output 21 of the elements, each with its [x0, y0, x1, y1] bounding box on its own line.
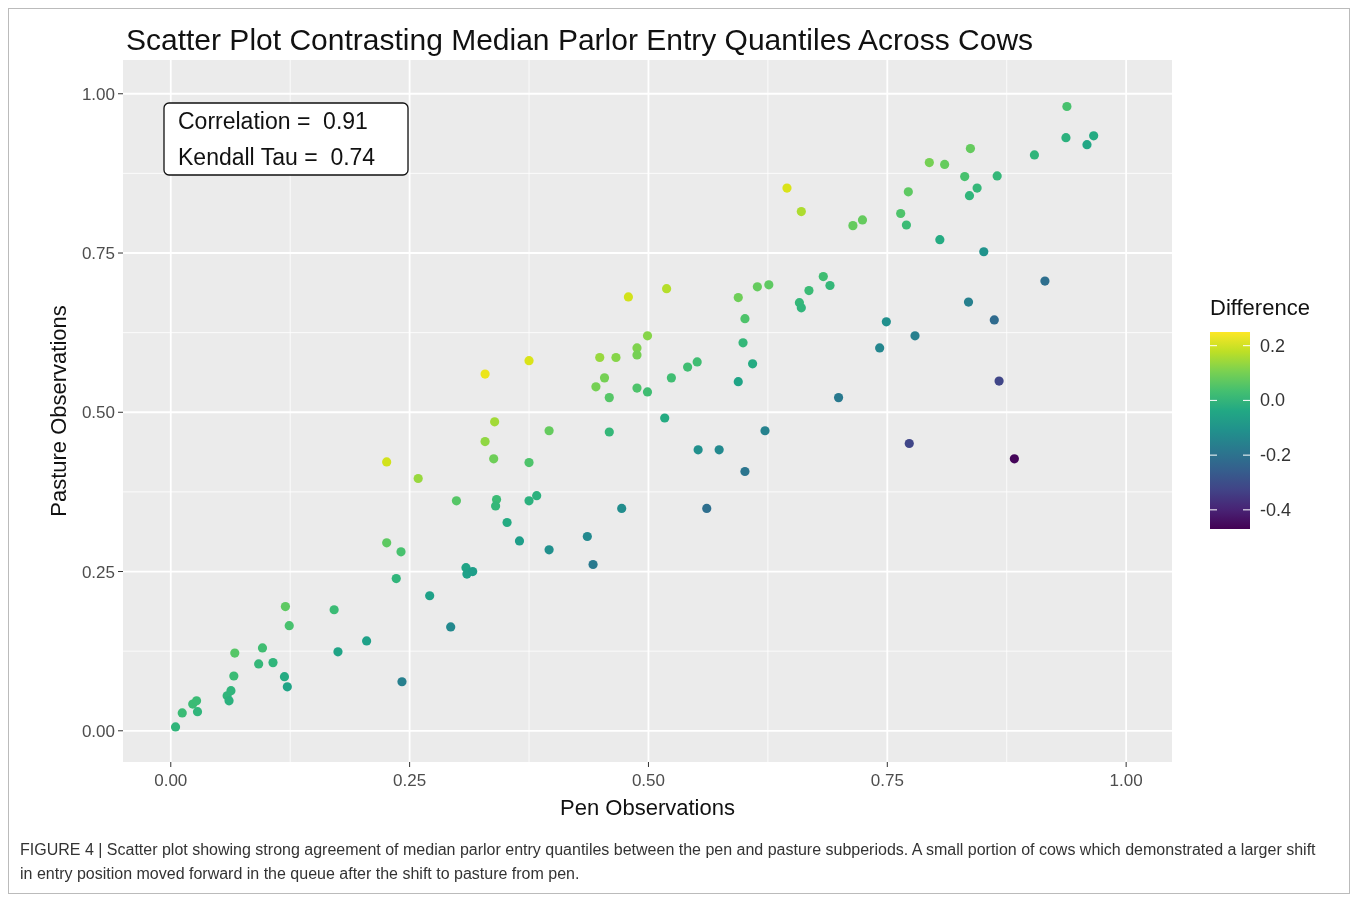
color-bar-label: -0.2: [1260, 445, 1292, 466]
color-bar-label: -0.4: [1260, 499, 1292, 520]
x-tick-label: 1.00: [1109, 771, 1143, 790]
x-tick-label: 0.00: [154, 771, 188, 790]
caption: FIGURE 4 | Scatter plot showing strong agreement of median parlor entry quantiles between the pen and pasture subperiods. A small portion of cows which demonstrated a larger shift in entry position moved forward in the queue after the shift to pasture from pen.: [20, 840, 1317, 884]
x-axis-title: Pen Observations: [560, 795, 735, 820]
x-tick-label: 0.75: [870, 771, 904, 790]
x-tick-label: 0.50: [631, 771, 665, 790]
color-bar-label: 0.2: [1260, 335, 1286, 356]
y-tick-label: 0.00: [81, 721, 115, 741]
annotation: Kendall Tau = 0.74: [178, 144, 376, 170]
y-tick-label: 0.25: [81, 562, 115, 582]
y-tick-label: 1.00: [81, 84, 115, 104]
y-tick-label: 0.75: [81, 244, 115, 264]
chart-title: Scatter Plot Contrasting Median Parlor Entry Quantiles Across Cows: [126, 23, 1034, 56]
y-tick-label: 0.50: [81, 403, 115, 423]
color-bar-label: 0.0: [1260, 390, 1286, 411]
annotation: Correlation = 0.91: [178, 108, 368, 134]
y-axis-title: Pasture Observations: [46, 305, 71, 517]
color-bar-title: Difference: [1210, 295, 1310, 320]
x-tick-label: 0.25: [393, 771, 427, 790]
